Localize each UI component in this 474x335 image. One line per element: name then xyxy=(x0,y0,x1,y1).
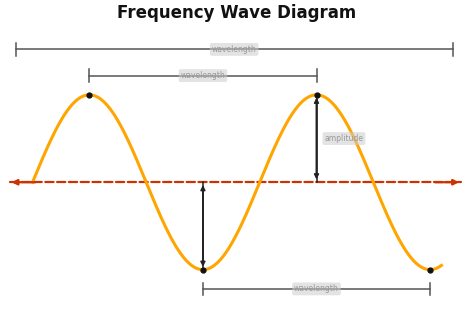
Text: amplitude: amplitude xyxy=(325,134,364,143)
Text: wavelength: wavelength xyxy=(212,45,256,54)
Text: wavelength: wavelength xyxy=(294,284,339,293)
Title: Frequency Wave Diagram: Frequency Wave Diagram xyxy=(118,4,356,22)
Text: wavelength: wavelength xyxy=(181,71,225,80)
